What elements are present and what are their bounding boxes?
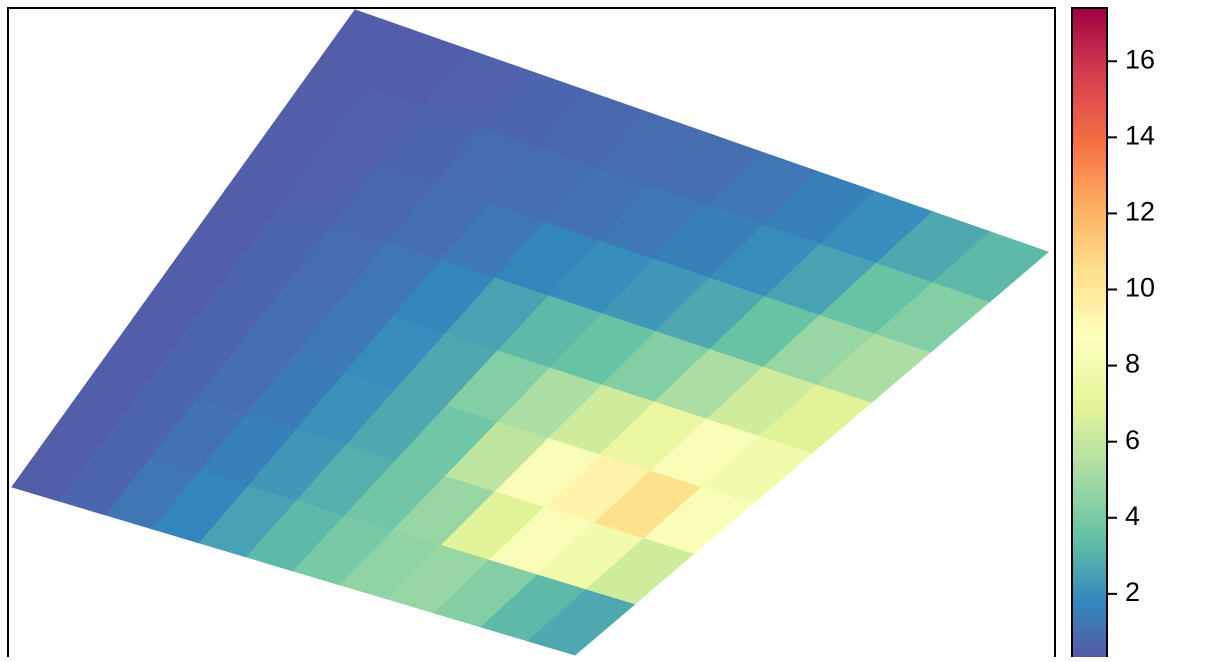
raster: [11, 9, 1049, 656]
tick-label: 2: [1125, 577, 1140, 607]
tick-label: 10: [1125, 273, 1155, 303]
tick-label: 12: [1125, 197, 1155, 227]
tick-label: 6: [1125, 425, 1140, 455]
tick-label: 4: [1125, 501, 1140, 531]
tick-label: 14: [1125, 120, 1155, 150]
raster-cell: [527, 589, 636, 656]
tick-label: 8: [1125, 349, 1140, 379]
tick-label: 16: [1125, 44, 1155, 74]
plot-frame: [7, 7, 1056, 662]
colorbar: [1071, 7, 1108, 662]
